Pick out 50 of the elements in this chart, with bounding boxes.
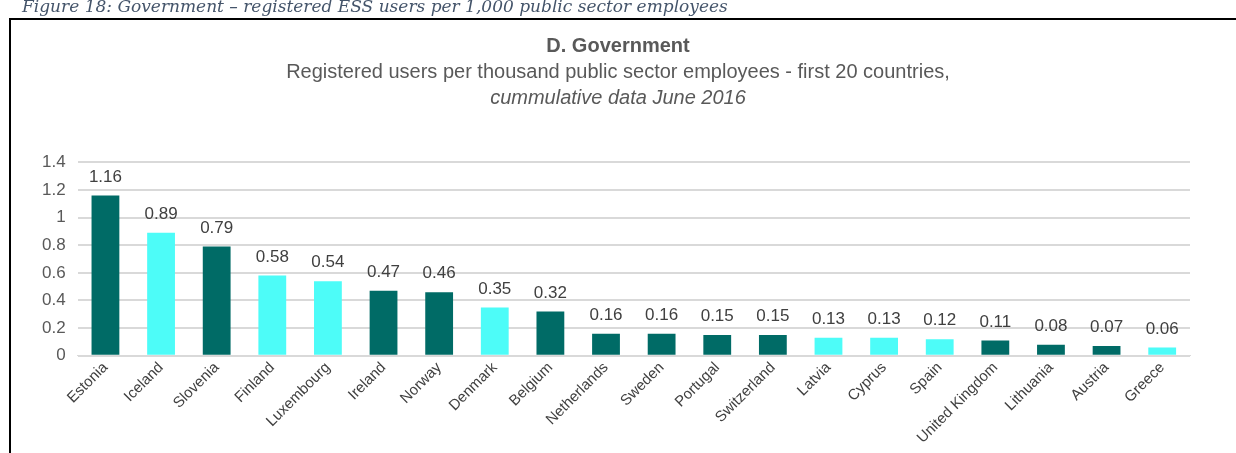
data-label: 0.16: [589, 304, 623, 324]
y-tick-label: 0.2: [41, 317, 66, 337]
y-tick-label: 0.8: [41, 234, 66, 254]
data-label: 0.08: [1034, 315, 1068, 335]
y-tick-label: 0.4: [41, 290, 66, 310]
chart-title: D. Government: [545, 34, 691, 57]
data-label: 0.79: [200, 217, 234, 237]
bar: [480, 307, 509, 355]
data-label: 0.46: [422, 263, 456, 283]
y-tick-label: 0.6: [41, 262, 66, 282]
bar: [258, 275, 287, 355]
data-label: 0.11: [979, 311, 1012, 331]
bar: [592, 333, 620, 355]
bar: [1037, 344, 1065, 355]
data-label: 0.07: [1090, 317, 1124, 337]
bar: [870, 337, 898, 355]
bar: [147, 232, 175, 355]
bar: [202, 246, 231, 355]
data-label: 0.89: [144, 203, 178, 223]
y-tick-label: 1: [56, 207, 66, 227]
bar: [1148, 347, 1177, 355]
bar: [981, 340, 1010, 355]
bar: [536, 311, 565, 355]
bar: [925, 339, 954, 355]
data-label: 0.13: [811, 309, 846, 329]
bar: [647, 333, 676, 355]
bar: [814, 337, 843, 355]
bar: [703, 335, 732, 355]
data-label: 0.15: [700, 306, 734, 326]
data-label: 0.54: [311, 252, 345, 272]
y-tick-label: 1.4: [41, 151, 66, 171]
bar: [314, 281, 342, 355]
bar: [369, 290, 398, 355]
data-label: 0.15: [756, 306, 790, 326]
y-tick-label: 0: [56, 345, 66, 365]
data-label: 0.06: [1145, 318, 1179, 338]
y-tick-label: 1.2: [41, 179, 66, 199]
bar: [1092, 346, 1121, 355]
data-label: 0.13: [867, 309, 901, 329]
chart-subtitle: Registered users per thousand public sector employees - first 20 countries, cummulative data June 2016: [285, 60, 951, 109]
data-label: 0.32: [533, 282, 567, 302]
bar: [758, 335, 787, 355]
bar: [91, 195, 120, 355]
data-label: 0.47: [366, 262, 401, 281]
data-label: 0.16: [645, 304, 679, 324]
bar: [425, 292, 454, 355]
data-label: 0.35: [478, 278, 512, 298]
data-label: 0.12: [923, 310, 957, 330]
data-label: 0.58: [255, 246, 289, 266]
data-label: 1.16: [88, 166, 122, 186]
